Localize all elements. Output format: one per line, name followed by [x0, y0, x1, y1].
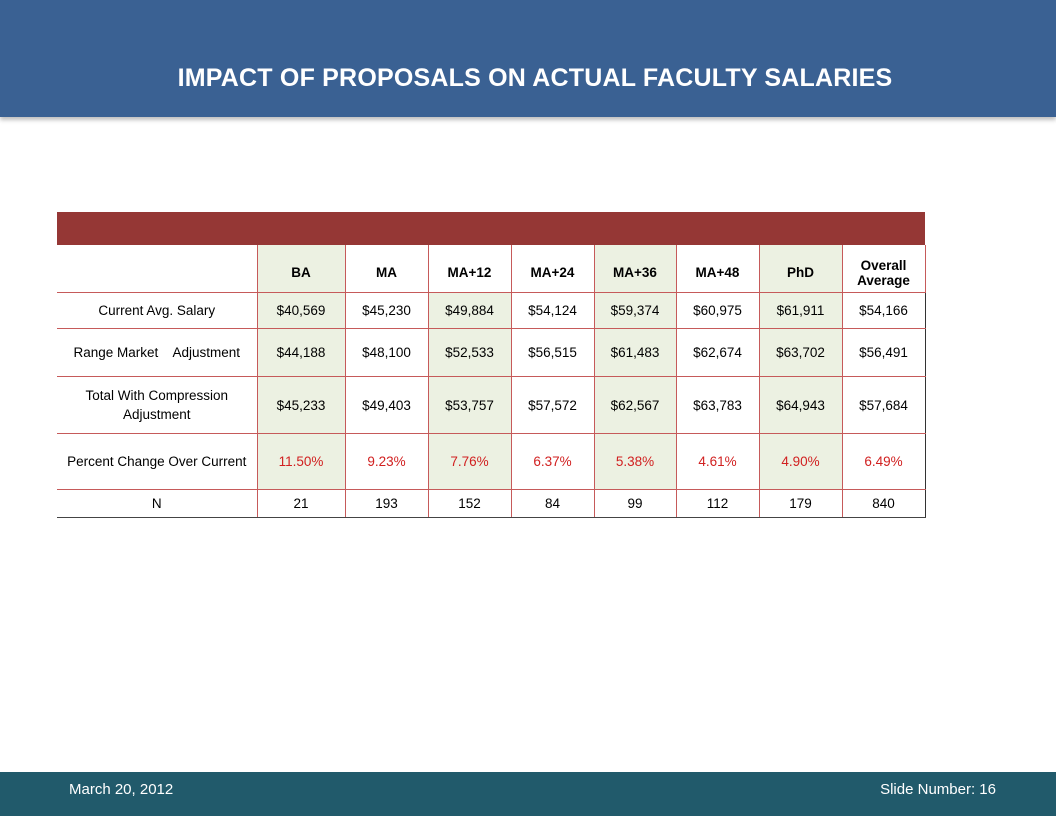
column-header: MA+24 — [511, 245, 595, 293]
table-cell: 179 — [759, 489, 843, 518]
salary-table-container: BA MA MA+12 MA+24 MA+36 MA+48 PhD Overal… — [57, 212, 926, 518]
table-cell: $49,884 — [428, 292, 512, 329]
table-cell: $57,572 — [511, 376, 595, 434]
table-cell: $45,230 — [345, 292, 429, 329]
table-cell: $64,943 — [759, 376, 843, 434]
table-cell: $62,567 — [594, 376, 677, 434]
table-cell: $54,124 — [511, 292, 595, 329]
column-header-label — [57, 245, 258, 293]
table-cell: 21 — [257, 489, 346, 518]
table-cell: 193 — [345, 489, 429, 518]
column-header: BA — [257, 245, 346, 293]
row-label: N — [57, 489, 258, 518]
table-cell: 9.23% — [345, 433, 429, 490]
salary-table: BA MA MA+12 MA+24 MA+36 MA+48 PhD Overal… — [57, 245, 926, 518]
table-cell: 11.50% — [257, 433, 346, 490]
table-header-bar — [57, 212, 925, 245]
column-header: MA+12 — [428, 245, 512, 293]
table-cell: $52,533 — [428, 328, 512, 377]
row-label: Total With Compression Adjustment — [57, 376, 258, 434]
table-cell: 99 — [594, 489, 677, 518]
slide-number: Slide Number: 16 — [880, 781, 996, 798]
table-cell: $59,374 — [594, 292, 677, 329]
table-cell: 7.76% — [428, 433, 512, 490]
table-cell: 5.38% — [594, 433, 677, 490]
table-cell: $44,188 — [257, 328, 346, 377]
table-cell: 4.61% — [676, 433, 760, 490]
table-cell: $63,702 — [759, 328, 843, 377]
table-row: Current Avg. Salary $40,569 $45,230 $49,… — [57, 292, 926, 329]
table-row: Range Market Adjustment $44,188 $48,100 … — [57, 328, 926, 377]
column-header: PhD — [759, 245, 843, 293]
row-label: Current Avg. Salary — [57, 292, 258, 329]
slide-title: IMPACT OF PROPOSALS ON ACTUAL FACULTY SA… — [177, 64, 893, 92]
table-row: Percent Change Over Current 11.50% 9.23%… — [57, 433, 926, 490]
table-cell: 84 — [511, 489, 595, 518]
table-cell: 152 — [428, 489, 512, 518]
table-cell: $53,757 — [428, 376, 512, 434]
table-header-row: BA MA MA+12 MA+24 MA+36 MA+48 PhD Overal… — [57, 245, 926, 293]
row-label: Range Market Adjustment — [57, 328, 258, 377]
slide-header — [0, 0, 1056, 117]
table-cell: $61,911 — [759, 292, 843, 329]
table-cell: 112 — [676, 489, 760, 518]
column-header: MA+48 — [676, 245, 760, 293]
table-cell: $48,100 — [345, 328, 429, 377]
table-row: N 21 193 152 84 99 112 179 840 — [57, 489, 926, 518]
table-cell: $56,515 — [511, 328, 595, 377]
table-cell: $62,674 — [676, 328, 760, 377]
table-cell: $54,166 — [842, 292, 926, 329]
table-cell: 4.90% — [759, 433, 843, 490]
table-cell: 6.49% — [842, 433, 926, 490]
table-cell: $63,783 — [676, 376, 760, 434]
table-cell: $61,483 — [594, 328, 677, 377]
table-cell: $56,491 — [842, 328, 926, 377]
footer-date: March 20, 2012 — [69, 781, 174, 798]
column-header: Overall Average — [842, 245, 926, 293]
column-header: MA+36 — [594, 245, 677, 293]
table-cell: $45,233 — [257, 376, 346, 434]
column-header: MA — [345, 245, 429, 293]
table-cell: $60,975 — [676, 292, 760, 329]
table-cell: $40,569 — [257, 292, 346, 329]
table-cell: $49,403 — [345, 376, 429, 434]
row-label: Percent Change Over Current — [57, 433, 258, 490]
table-cell: 840 — [842, 489, 926, 518]
table-row: Total With Compression Adjustment $45,23… — [57, 376, 926, 434]
table-cell: $57,684 — [842, 376, 926, 434]
slide-footer — [0, 772, 1056, 816]
table-cell: 6.37% — [511, 433, 595, 490]
